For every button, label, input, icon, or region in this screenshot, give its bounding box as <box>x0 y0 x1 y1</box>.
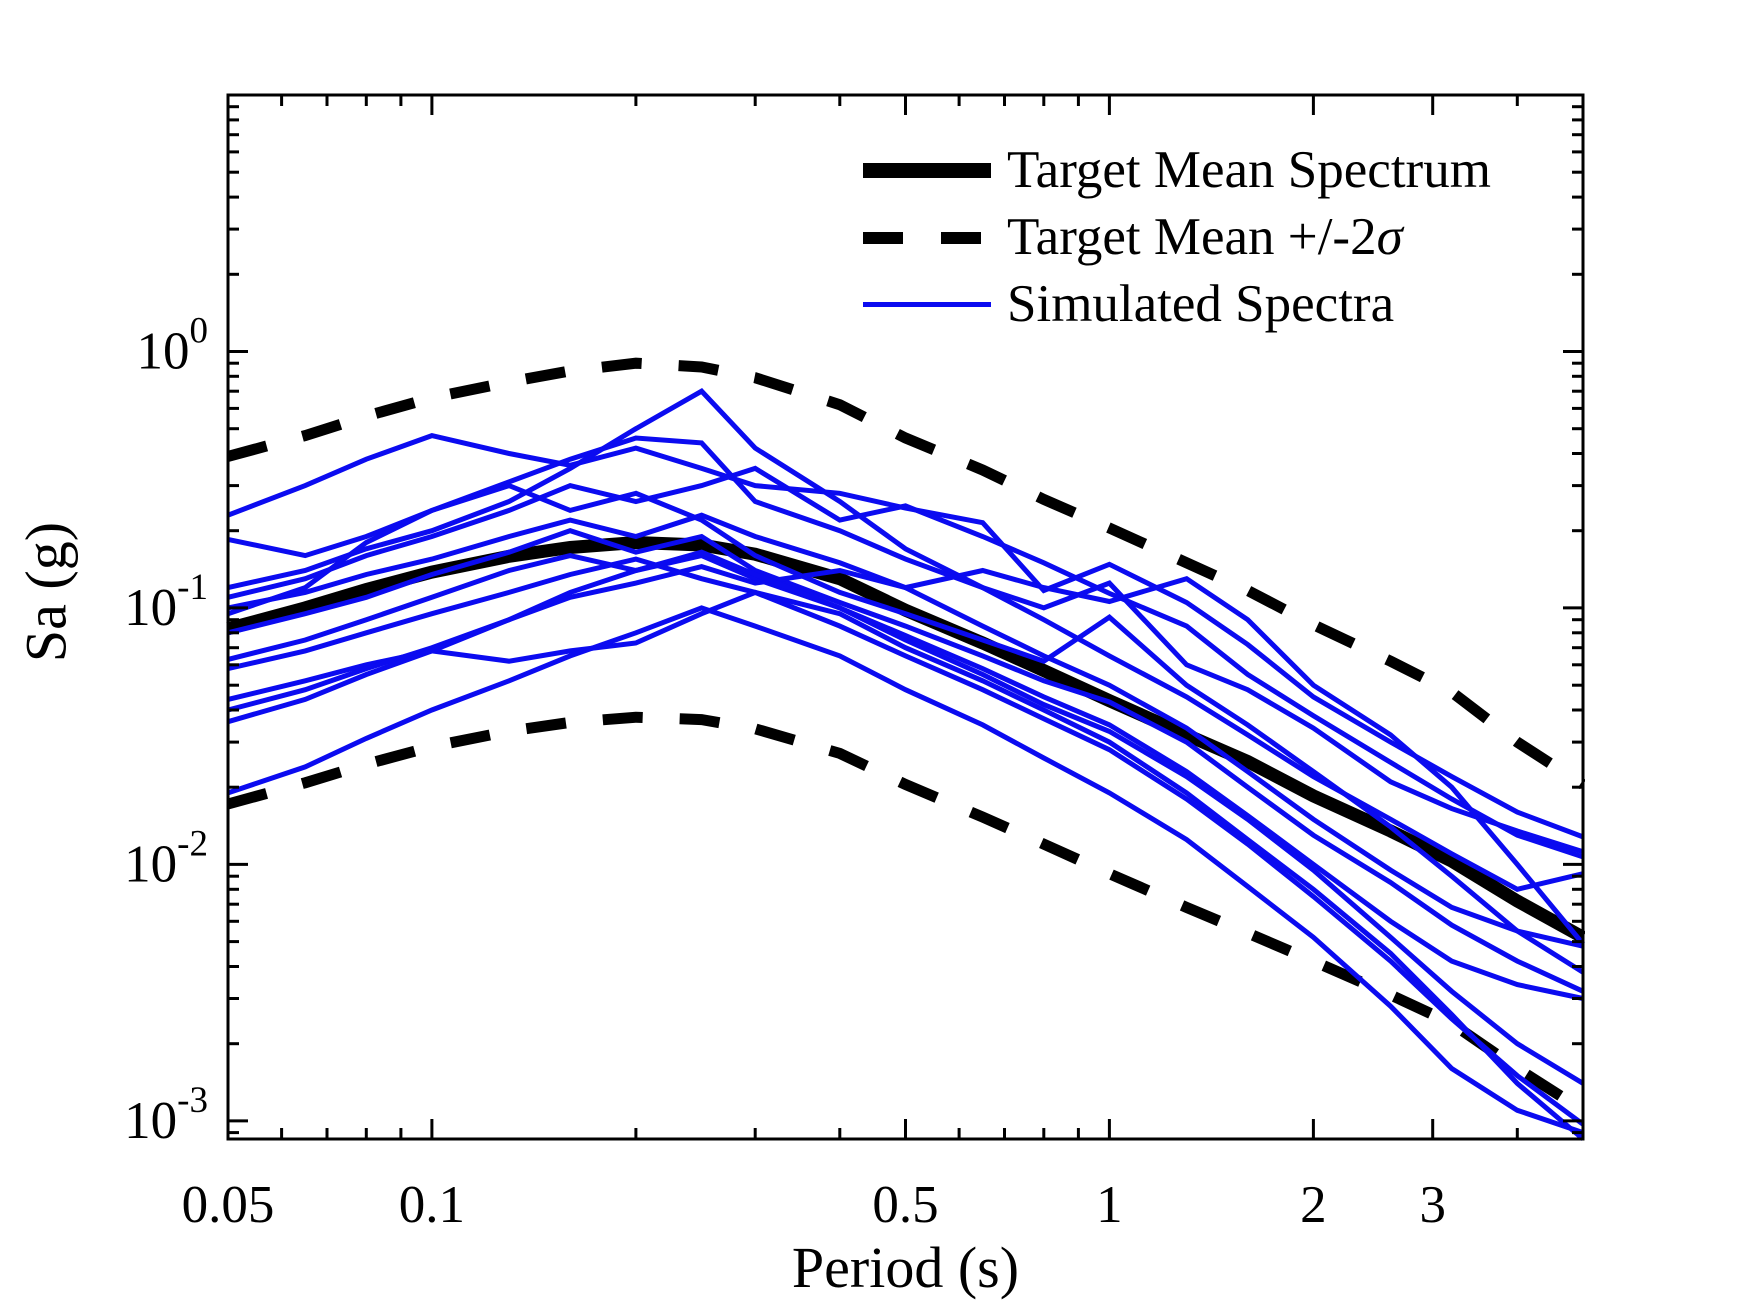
legend-item-label: Simulated Spectra <box>1007 275 1395 333</box>
curve-sim-7 <box>227 528 1585 994</box>
curve-sim-9 <box>227 556 1585 1127</box>
curve-sim-12 <box>227 549 1584 1001</box>
y-axis-label: Sa (g) <box>13 521 79 663</box>
x-axis-label: Period (s) <box>791 1235 1020 1300</box>
curve-target-mean--2sigma <box>226 711 1585 1115</box>
axis-ticks <box>226 95 1585 1139</box>
x-tick-label-0.05: 0.05 <box>182 1176 275 1234</box>
y-tick-label-10e-1: 10-1 <box>124 567 208 637</box>
x-tick-label-2: 2 <box>1300 1176 1327 1234</box>
curve-sim-3 <box>227 388 1584 892</box>
legend: Target Mean Spectrum Target Mean +/-2σ S… <box>863 137 1491 338</box>
x-tick-label-0.1: 0.1 <box>399 1176 465 1234</box>
y-tick-label-10e-3: 10-3 <box>124 1080 208 1150</box>
curve-sim-4 <box>227 465 1584 860</box>
legend-item-label: Target Mean Spectrum <box>1007 141 1491 199</box>
legend-item-label: Target Mean +/-2σ <box>1007 208 1403 266</box>
curve-sim-5 <box>227 512 1585 946</box>
curve-sim-8 <box>227 552 1585 1086</box>
legend-swatch-dashed-line-icon <box>863 231 991 244</box>
x-tick-label-0.5: 0.5 <box>872 1176 938 1234</box>
legend-swatch-solid-line-icon <box>863 163 991 178</box>
curves-group <box>226 357 1585 1141</box>
y-tick-label-10e0: 100 <box>137 311 209 381</box>
legend-item-target-mean: Target Mean Spectrum <box>863 137 1491 204</box>
x-tick-label-3: 3 <box>1419 1176 1446 1234</box>
curve-target-mean-+2sigma <box>226 357 1585 790</box>
y-tick-label-10e-2: 10-2 <box>124 823 208 893</box>
curve-sim-10 <box>227 589 1585 1141</box>
curve-sim-6 <box>227 482 1585 975</box>
x-tick-label-1: 1 <box>1096 1176 1123 1234</box>
legend-swatch-blue-line-icon <box>863 302 991 307</box>
legend-item-target-mean-bounds: Target Mean +/-2σ <box>863 204 1491 271</box>
curve-sim-13 <box>227 605 1584 1135</box>
legend-item-simulated-spectra: Simulated Spectra <box>863 271 1491 338</box>
